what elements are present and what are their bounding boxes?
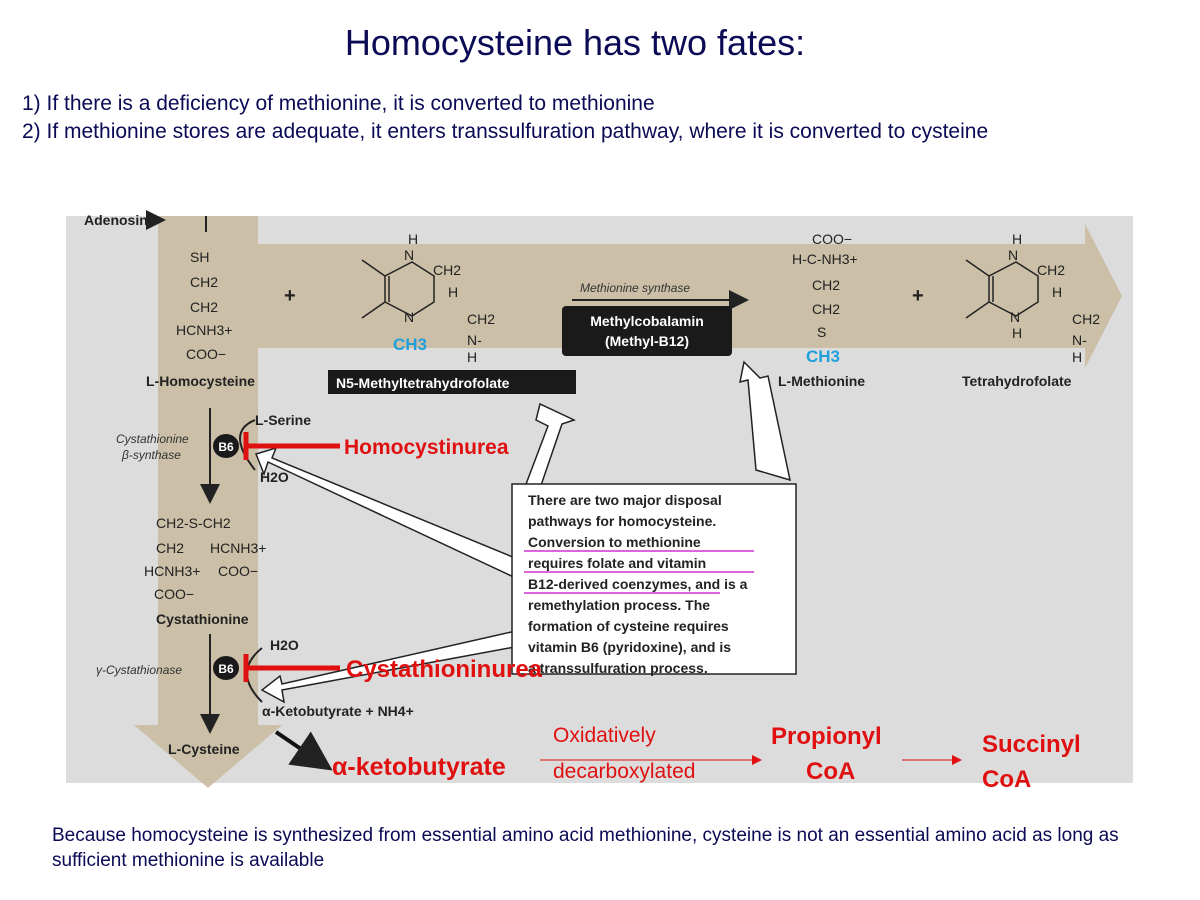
alpha-ketobutyrate-label: α-ketobutyrate [332,753,506,781]
n5-methyl-thf-label: N5-Methyltetrahydrofolate [336,375,510,391]
note-line-2: pathways for homocysteine. [528,513,716,529]
note-line-6: remethylation process. The [528,597,710,613]
cystathioninurea-label: Cystathioninurea [346,656,543,683]
b6-label-1: B6 [218,440,234,454]
svg-text:N: N [1010,309,1020,325]
pathway-arrow-horizontal [258,224,1122,368]
thf-ch2: CH2 [433,262,461,278]
callout-arrow-to-b12 [739,360,791,482]
intro-point-2: 2) If methionine stores are adequate, it… [22,120,989,143]
thf-n-sub: N- [467,332,482,348]
svg-text:N: N [1008,247,1018,263]
hcy-ch2b: CH2 [190,299,218,315]
met-ch2b: CH2 [812,301,840,317]
n5-ch3: CH3 [393,335,427,354]
svg-text:H: H [1052,284,1062,300]
note-box [511,483,797,675]
thf-n-top: N [404,247,414,263]
succinyl-label: Succinyl [982,731,1081,758]
b6-badge-1 [213,434,239,458]
n5-label-box [328,370,576,394]
cth-row2b: HCNH3+ [210,540,266,556]
homocysteine-label: L-Homocysteine [146,373,255,389]
cgl-label: γ-Cystathionase [96,663,182,677]
hcy-hcnh3: HCNH3+ [176,322,232,338]
plus-sign-2: + [912,285,924,307]
n5-methyl-thf-structure [361,259,435,319]
svg-text:CH2: CH2 [1072,311,1100,327]
note-line-3: Conversion to methionine [528,534,701,550]
thf-ch2-sub: CH2 [467,311,495,327]
hcy-ch2a: CH2 [190,274,218,290]
hcy-sh: SH [190,249,209,265]
note-line-9: a transsulfuration process. [528,660,708,676]
methylcobalamin-box [562,306,732,356]
tetrahydrofolate-label: Tetrahydrofolate [962,373,1072,389]
svg-text:H: H [1072,349,1082,365]
svg-text:N-: N- [1072,332,1087,348]
met-ch2a: CH2 [812,277,840,293]
met-hcnh3: H-C-NH3+ [792,251,858,267]
b6-badge-2 [213,656,239,680]
ketobutyrate-nh4-label: α-Ketobutyrate + NH4+ [262,703,414,719]
note-line-4: requires folate and vitamin [528,555,706,571]
note-line-5: B12-derived coenzymes, and is a [528,576,748,592]
slide-title: Homocysteine has two fates: [344,22,806,63]
cth-row3b: COO− [218,563,258,579]
note-line-8: vitamin B6 (pyridoxine), and is [528,639,731,655]
svg-text:CH2: CH2 [1037,262,1065,278]
h2o-out-label: H2O [260,469,289,485]
met-s: S [817,324,826,340]
cth-row2a: CH2 [156,540,184,556]
cbs-label-2: β-synthase [121,448,181,462]
methionine-synthase-label: Methionine synthase [580,281,690,295]
propionyl-coa-label: CoA [806,758,855,785]
cth-row4: COO− [154,586,194,602]
plus-sign-1: + [284,285,296,307]
b6-label-2: B6 [218,662,234,676]
serine-curve [239,419,256,471]
oxidatively-label: Oxidatively [553,724,656,747]
cth-row3a: HCNH3+ [144,563,200,579]
h2o-in-label: H2O [270,637,299,653]
note-line-7: formation of cysteine requires [528,618,729,634]
met-coo: COO− [812,231,852,247]
thf-n-bottom: N [404,309,414,325]
cth-row1: CH2-S-CH2 [156,515,231,531]
callout-arrow-to-cgl [260,629,521,704]
thf-h-right: H [448,284,458,300]
serine-label: L-Serine [255,412,311,428]
decarboxylated-label: decarboxylated [553,760,695,783]
ketobutyrate-pointer-arrow [274,730,333,771]
thf-h-sub: H [467,349,477,365]
methyl-b12-label: (Methyl-B12) [605,333,689,349]
methionine-label: L-Methionine [778,373,865,389]
propionyl-label: Propionyl [771,723,882,750]
homocystinurea-label: Homocystinurea [344,436,509,459]
cbs-label-1: Cystathionine [116,432,189,446]
thf-product-structure [965,259,1039,319]
callout-arrow-to-cbs [254,446,521,582]
svg-text:H: H [1012,231,1022,247]
succinyl-coa-label: CoA [982,766,1031,793]
footer-note: Because homocysteine is synthesized from… [52,825,1119,871]
cysteine-label: L-Cysteine [168,741,240,757]
svg-text:H: H [1012,325,1022,341]
intro-point-1: 1) If there is a deficiency of methionin… [22,92,655,115]
methylcobalamin-label: Methylcobalamin [590,313,704,329]
hcy-coo: COO− [186,346,226,362]
met-ch3: CH3 [806,347,840,366]
adenosine-label: Adenosine [84,212,156,228]
note-line-1: There are two major disposal [528,492,722,508]
thf-h-top: H [408,231,418,247]
cystathionine-label: Cystathionine [156,611,249,627]
